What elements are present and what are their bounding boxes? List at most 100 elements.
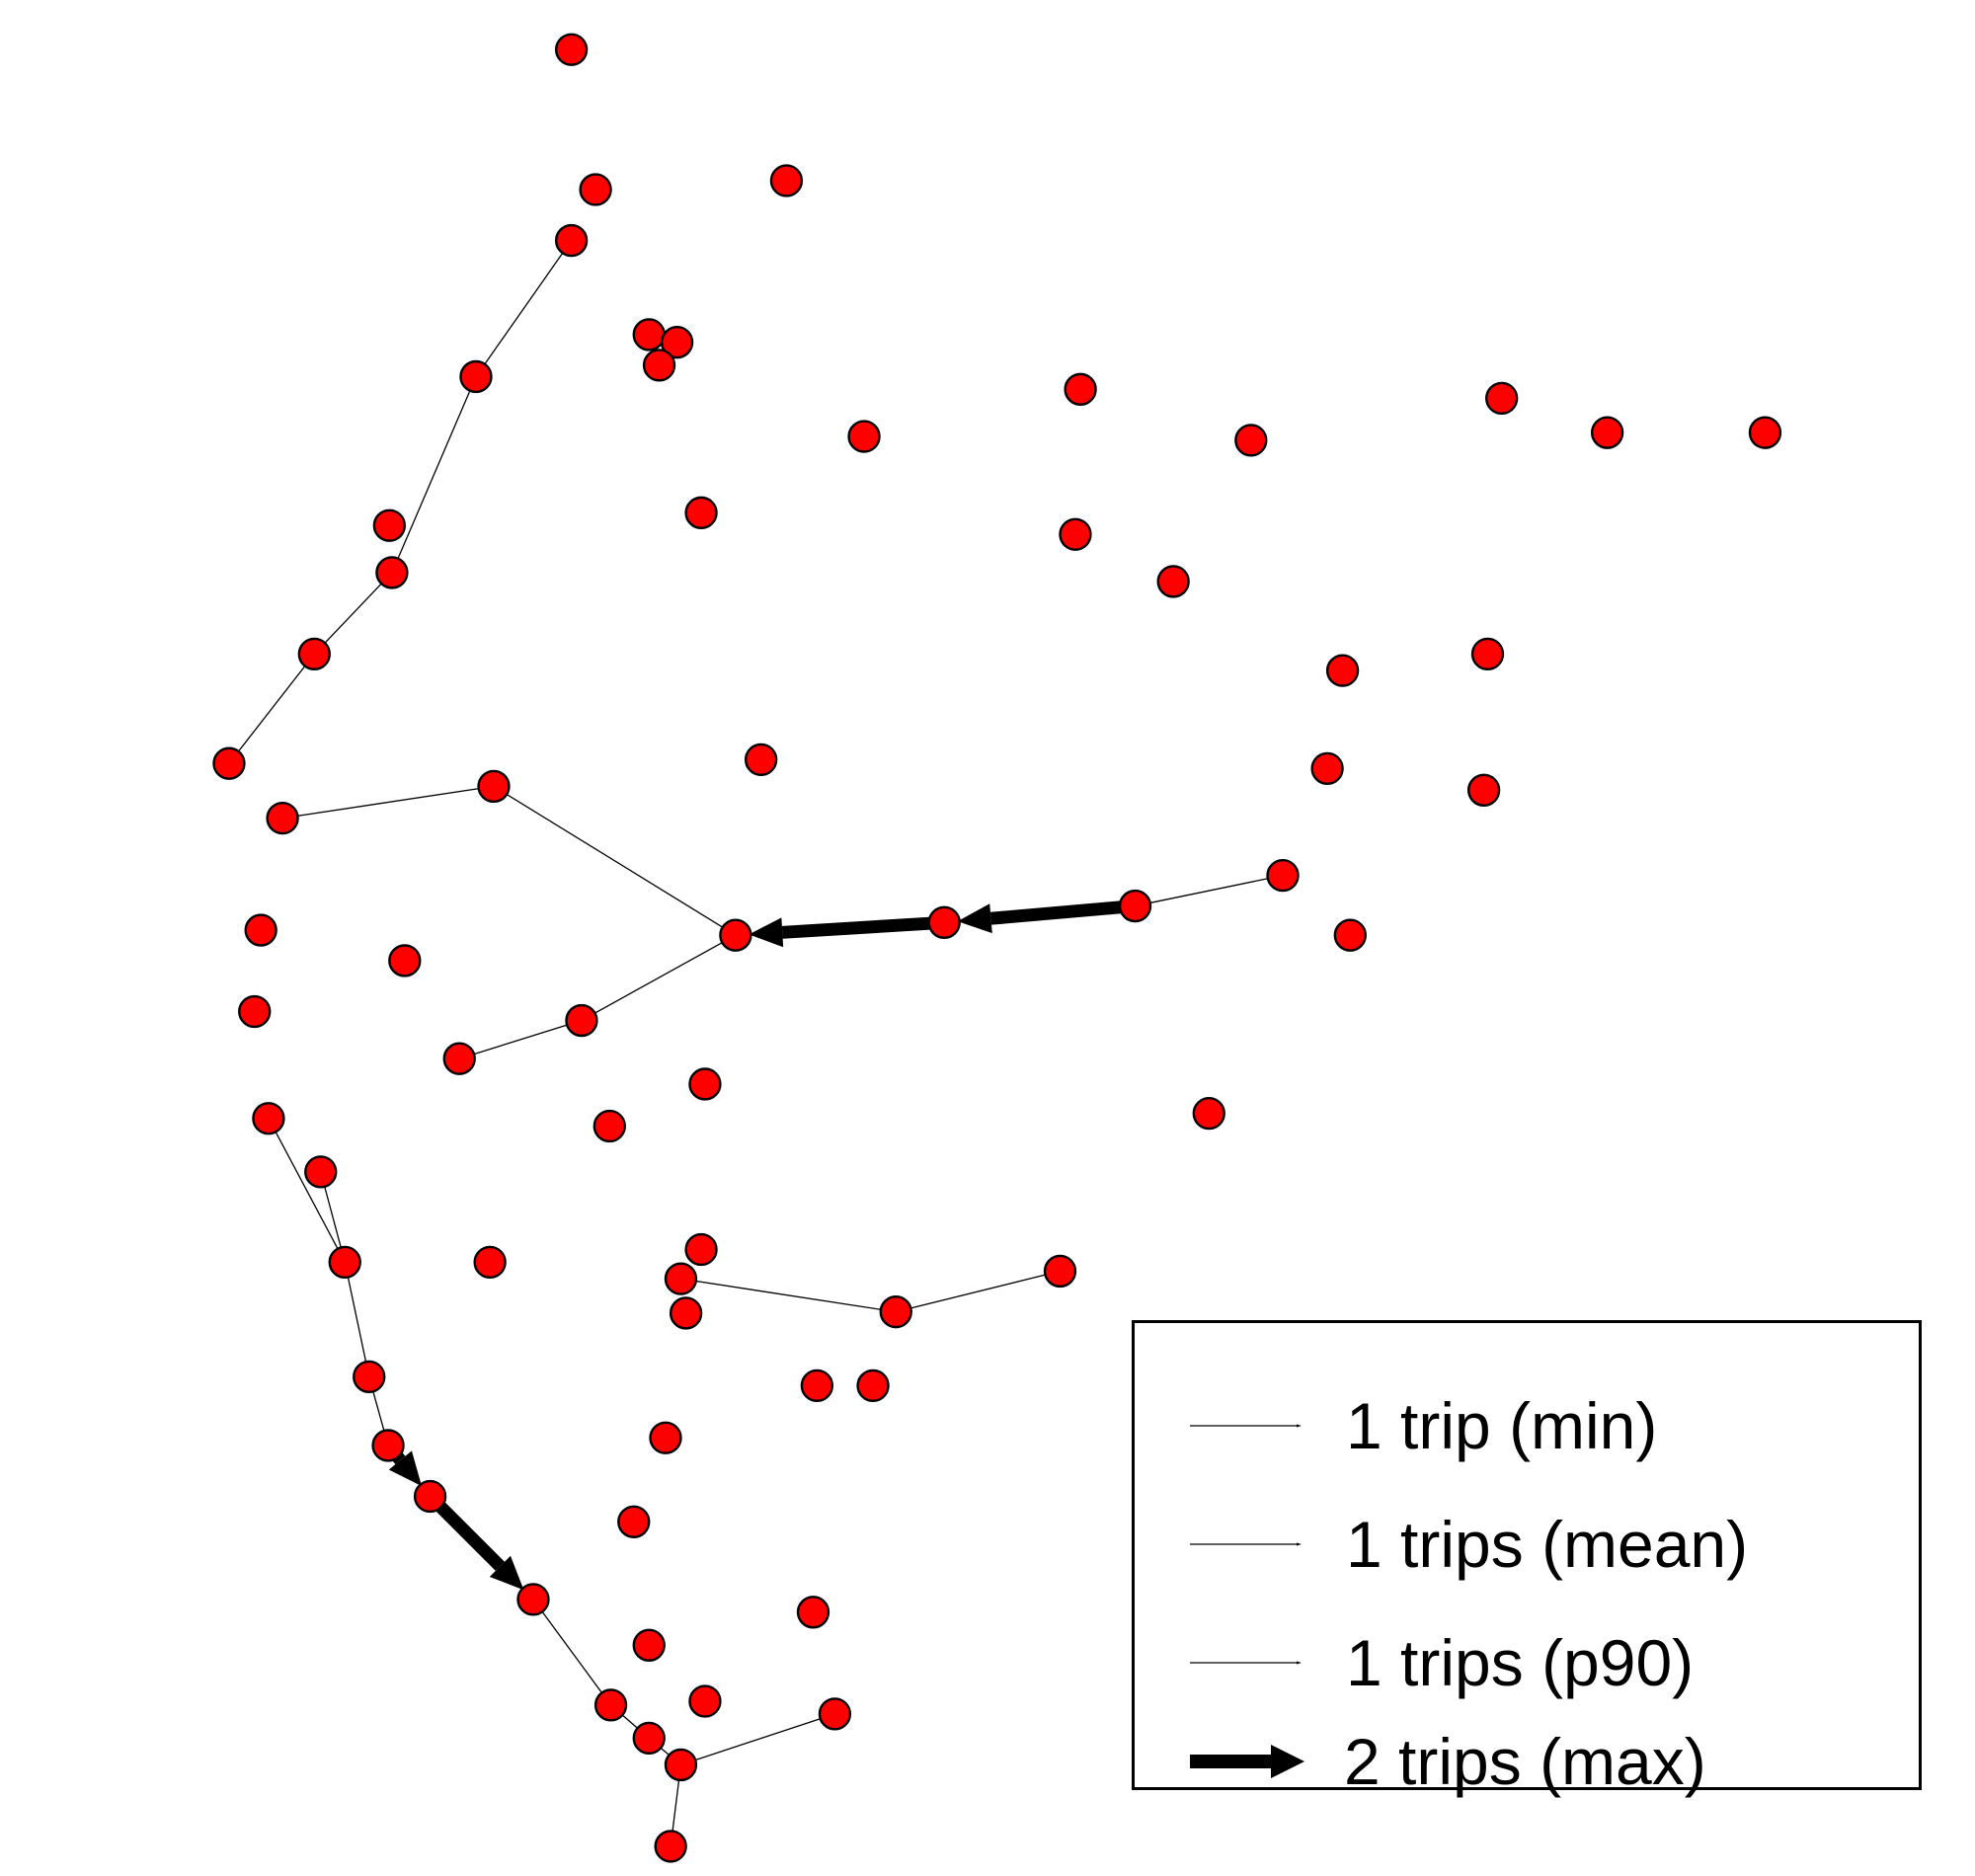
location-node: [632, 1628, 666, 1662]
location-node: [684, 1232, 718, 1267]
location-node: [664, 1262, 698, 1295]
location-node: [579, 173, 612, 206]
flow-arrowhead: [749, 917, 784, 948]
location-node: [1466, 773, 1501, 807]
flow-edge-thin: [391, 376, 477, 574]
location-node: [372, 508, 407, 542]
location-node: [1043, 1254, 1077, 1289]
flow-edge-thick: [425, 1491, 505, 1571]
location-node: [375, 556, 409, 589]
location-node: [238, 994, 272, 1029]
flow-edge-thin: [228, 653, 315, 764]
location-node: [554, 223, 589, 258]
flow-arrowhead: [957, 903, 992, 934]
location-node: [473, 1245, 507, 1280]
location-node: [304, 1155, 338, 1189]
flow-arrowhead: [489, 1555, 524, 1591]
flow-edge-thick: [781, 915, 945, 939]
location-node: [297, 637, 331, 671]
location-node: [719, 918, 752, 952]
location-node: [1118, 889, 1152, 923]
location-node: [1064, 372, 1097, 407]
location-node: [1325, 654, 1360, 687]
legend-item-p90: 1 trips (p90): [1135, 1613, 1925, 1712]
location-node: [769, 164, 804, 197]
location-node: [1059, 517, 1092, 551]
location-node: [388, 944, 422, 977]
location-node: [649, 1421, 682, 1454]
flow-arrowhead: [388, 1450, 423, 1487]
location-node: [927, 905, 961, 939]
location-node: [516, 1583, 550, 1616]
flow-edge-thin: [344, 1262, 370, 1377]
flow-edge-thin: [313, 572, 393, 655]
location-node: [818, 1697, 852, 1731]
location-node: [660, 325, 694, 359]
flow-edge-thin: [475, 240, 573, 377]
flow-edge-thin: [493, 785, 737, 936]
location-node: [654, 1830, 687, 1863]
location-node: [413, 1479, 447, 1514]
location-node: [796, 1596, 830, 1629]
flow-edge-thin: [532, 1599, 612, 1706]
location-node: [371, 1429, 405, 1462]
location-node: [442, 1042, 476, 1075]
location-node: [1748, 416, 1782, 449]
flow-edge-thin: [896, 1270, 1061, 1313]
location-node: [1156, 565, 1190, 598]
location-node: [632, 1721, 666, 1756]
legend-label-min: 1 trip (min): [1346, 1389, 1658, 1462]
location-node: [856, 1368, 890, 1403]
location-node: [684, 496, 718, 530]
location-node: [1192, 1096, 1225, 1131]
location-node: [212, 746, 246, 780]
location-node: [847, 420, 881, 453]
location-node: [1310, 751, 1344, 786]
legend: 1 trip (min) 1 trips (mean) 1 trips (p90…: [1132, 1320, 1925, 1797]
location-node: [664, 1748, 698, 1782]
legend-label-max: 2 trips (max): [1344, 1725, 1706, 1798]
location-node: [800, 1368, 834, 1403]
thin-arrow-icon: [1190, 1542, 1302, 1546]
location-node: [266, 801, 299, 835]
flow-edge-thick: [989, 899, 1137, 925]
thin-arrow-icon: [1190, 1661, 1302, 1665]
location-node: [1333, 918, 1367, 952]
thin-arrow-icon: [1190, 1424, 1302, 1428]
location-node: [879, 1294, 912, 1329]
flow-edge-thin: [459, 1019, 583, 1059]
location-node: [1485, 381, 1519, 416]
location-node: [1590, 416, 1624, 449]
flow-edge-thin: [581, 934, 737, 1022]
legend-item-min: 1 trip (min): [1135, 1376, 1925, 1475]
location-node: [252, 1102, 285, 1135]
location-node: [565, 1003, 598, 1038]
location-node: [1470, 637, 1505, 671]
thick-arrow-icon: [1190, 1745, 1304, 1778]
flow-edge-thin: [1135, 874, 1284, 907]
flow-edge-thin: [680, 1278, 897, 1313]
location-node: [1234, 424, 1268, 457]
flow-edge-thin: [268, 1118, 346, 1263]
location-node: [1266, 858, 1300, 893]
location-node: [744, 743, 778, 777]
flow-edge-thin: [680, 1713, 835, 1766]
legend-label-p90: 1 trips (p90): [1346, 1626, 1695, 1699]
location-node: [554, 33, 589, 66]
location-node: [244, 913, 277, 947]
location-node: [688, 1067, 722, 1101]
location-node: [592, 1109, 626, 1143]
legend-label-mean: 1 trips (mean): [1346, 1508, 1749, 1581]
location-node: [593, 1688, 628, 1722]
location-node: [459, 359, 493, 394]
flow-edge-thin: [281, 785, 495, 820]
location-node: [688, 1684, 722, 1718]
location-node: [669, 1296, 703, 1330]
legend-item-max: 2 trips (max): [1135, 1712, 1925, 1811]
location-node: [477, 769, 511, 804]
location-node: [632, 318, 666, 352]
nodes-layer: [212, 33, 1782, 1863]
legend-item-mean: 1 trips (mean): [1135, 1495, 1925, 1594]
edges-layer: [228, 240, 1284, 1846]
